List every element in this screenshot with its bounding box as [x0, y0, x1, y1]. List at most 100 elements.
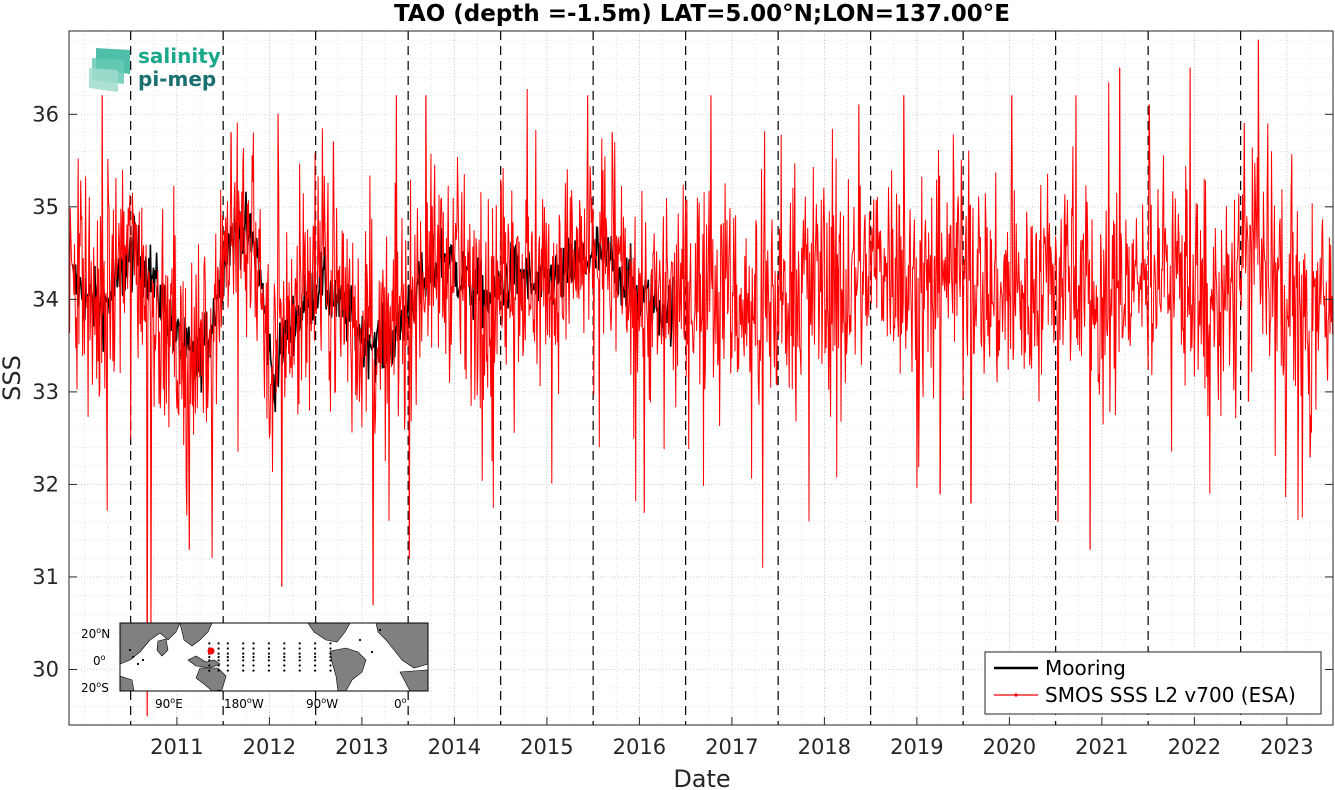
map-frame — [119, 622, 429, 692]
station-dot — [267, 647, 270, 650]
map-lat-0-degree: o — [101, 653, 106, 662]
station-dot — [329, 669, 332, 672]
map-lon-labels: 90oE 180oW 90oW 0o — [155, 696, 407, 711]
station-dot — [314, 655, 317, 659]
station-dot — [128, 648, 132, 652]
map-lon-180w-hemi: W — [252, 697, 264, 711]
station-dot — [226, 655, 229, 659]
station-dot — [283, 669, 286, 672]
plot-area — [69, 31, 1333, 725]
station-dot — [298, 659, 301, 662]
station-dot — [208, 664, 211, 667]
station-dot — [252, 647, 255, 650]
station-dot — [314, 652, 317, 655]
x-tick-label: 2014 — [428, 735, 481, 759]
map-lat-20n-hemi: N — [101, 627, 110, 641]
x-tick-label: 2019 — [890, 735, 943, 759]
station-dot — [242, 669, 245, 672]
x-tick-label: 2022 — [1168, 735, 1221, 759]
station-dot — [226, 652, 229, 655]
svg-text:90oW: 90oW — [306, 696, 338, 711]
svg-text:20oS: 20oS — [81, 680, 109, 695]
legend-swatch-smos-marker — [1014, 693, 1018, 697]
station-dot — [329, 652, 332, 655]
station-dot — [226, 659, 229, 662]
station-dot — [252, 652, 255, 655]
map-lon-180w-value: 180 — [224, 697, 247, 711]
station-dot — [283, 647, 286, 650]
station-dot — [217, 669, 220, 672]
station-dot — [314, 647, 317, 650]
station-dot — [298, 664, 301, 667]
x-tick-label: 2012 — [243, 735, 296, 759]
map-lat-20n-value: 20 — [81, 627, 96, 641]
legend-box — [984, 651, 1322, 715]
svg-text:180oW: 180oW — [224, 696, 264, 711]
selected-mooring-marker — [207, 647, 215, 655]
station-dot — [217, 655, 220, 659]
station-dot — [217, 652, 220, 655]
y-tick-label: 35 — [32, 195, 59, 219]
station-dot — [298, 652, 301, 655]
station-dot — [242, 664, 245, 667]
map-lon-90e-hemi: E — [175, 697, 183, 711]
station-dot — [283, 664, 286, 667]
station-dot — [217, 664, 220, 667]
station-dot — [208, 642, 211, 645]
station-dot — [131, 655, 135, 659]
station-dot — [267, 664, 270, 667]
axes-frame — [68, 30, 1334, 726]
map-lon-90w-degree: o — [321, 696, 326, 705]
station-dot — [370, 650, 374, 654]
y-tick-label: 32 — [32, 472, 59, 496]
map-lon-0-value: 0 — [394, 697, 402, 711]
x-tick-label: 2021 — [1075, 735, 1128, 759]
x-tick-label: 2017 — [705, 735, 758, 759]
station-dot — [242, 647, 245, 650]
logo-line-salinity: salinity — [138, 44, 221, 68]
station-dot — [252, 659, 255, 662]
map-lon-90e-degree: o — [170, 696, 175, 705]
map-lat-20s-hemi: S — [101, 681, 109, 695]
station-dot — [329, 655, 332, 659]
map-lat-20s-degree: o — [96, 680, 101, 689]
map-lon-90w-value: 90 — [306, 697, 321, 711]
map-land — [119, 622, 429, 692]
station-dot — [298, 669, 301, 672]
map-lon-0-degree: o — [402, 696, 407, 705]
inset-location-map: 20oN 0o 20oS 90oE 180oW 90oW 0o — [81, 622, 429, 711]
x-tick-label: 2023 — [1260, 735, 1313, 759]
station-dot — [141, 658, 145, 662]
station-dot — [329, 664, 332, 667]
svg-text:0o: 0o — [394, 696, 407, 711]
x-tick-label: 2020 — [983, 735, 1036, 759]
station-dot — [217, 659, 220, 662]
station-dot — [358, 638, 362, 642]
station-dot — [208, 669, 211, 672]
y-tick-label: 31 — [32, 565, 59, 589]
map-lon-90e-value: 90 — [155, 697, 170, 711]
legend: Mooring SMOS SSS L2 v700 (ESA) — [984, 651, 1322, 715]
y-tick-label: 34 — [32, 287, 59, 311]
map-lat-labels: 20oN 0o 20oS — [81, 626, 110, 695]
station-dot — [267, 659, 270, 662]
x-axis-label: Date — [673, 765, 730, 790]
station-dot — [283, 642, 286, 645]
station-dot — [226, 647, 229, 650]
map-lon-180w-degree: o — [247, 696, 252, 705]
station-dot — [252, 655, 255, 659]
station-dot — [314, 659, 317, 662]
map-lat-20n-degree: o — [96, 626, 101, 635]
x-tick-label: 2018 — [798, 735, 851, 759]
station-dot — [298, 655, 301, 659]
station-dot — [283, 652, 286, 655]
x-tick-label: 2016 — [613, 735, 666, 759]
station-dot — [314, 669, 317, 672]
y-tick-label: 33 — [32, 380, 59, 404]
svg-text:0o: 0o — [93, 653, 106, 668]
station-dot — [329, 642, 332, 645]
legend-entry-smos: SMOS SSS L2 v700 (ESA) — [1045, 683, 1296, 707]
station-dot — [298, 642, 301, 645]
wave-logo-icon — [89, 48, 130, 92]
